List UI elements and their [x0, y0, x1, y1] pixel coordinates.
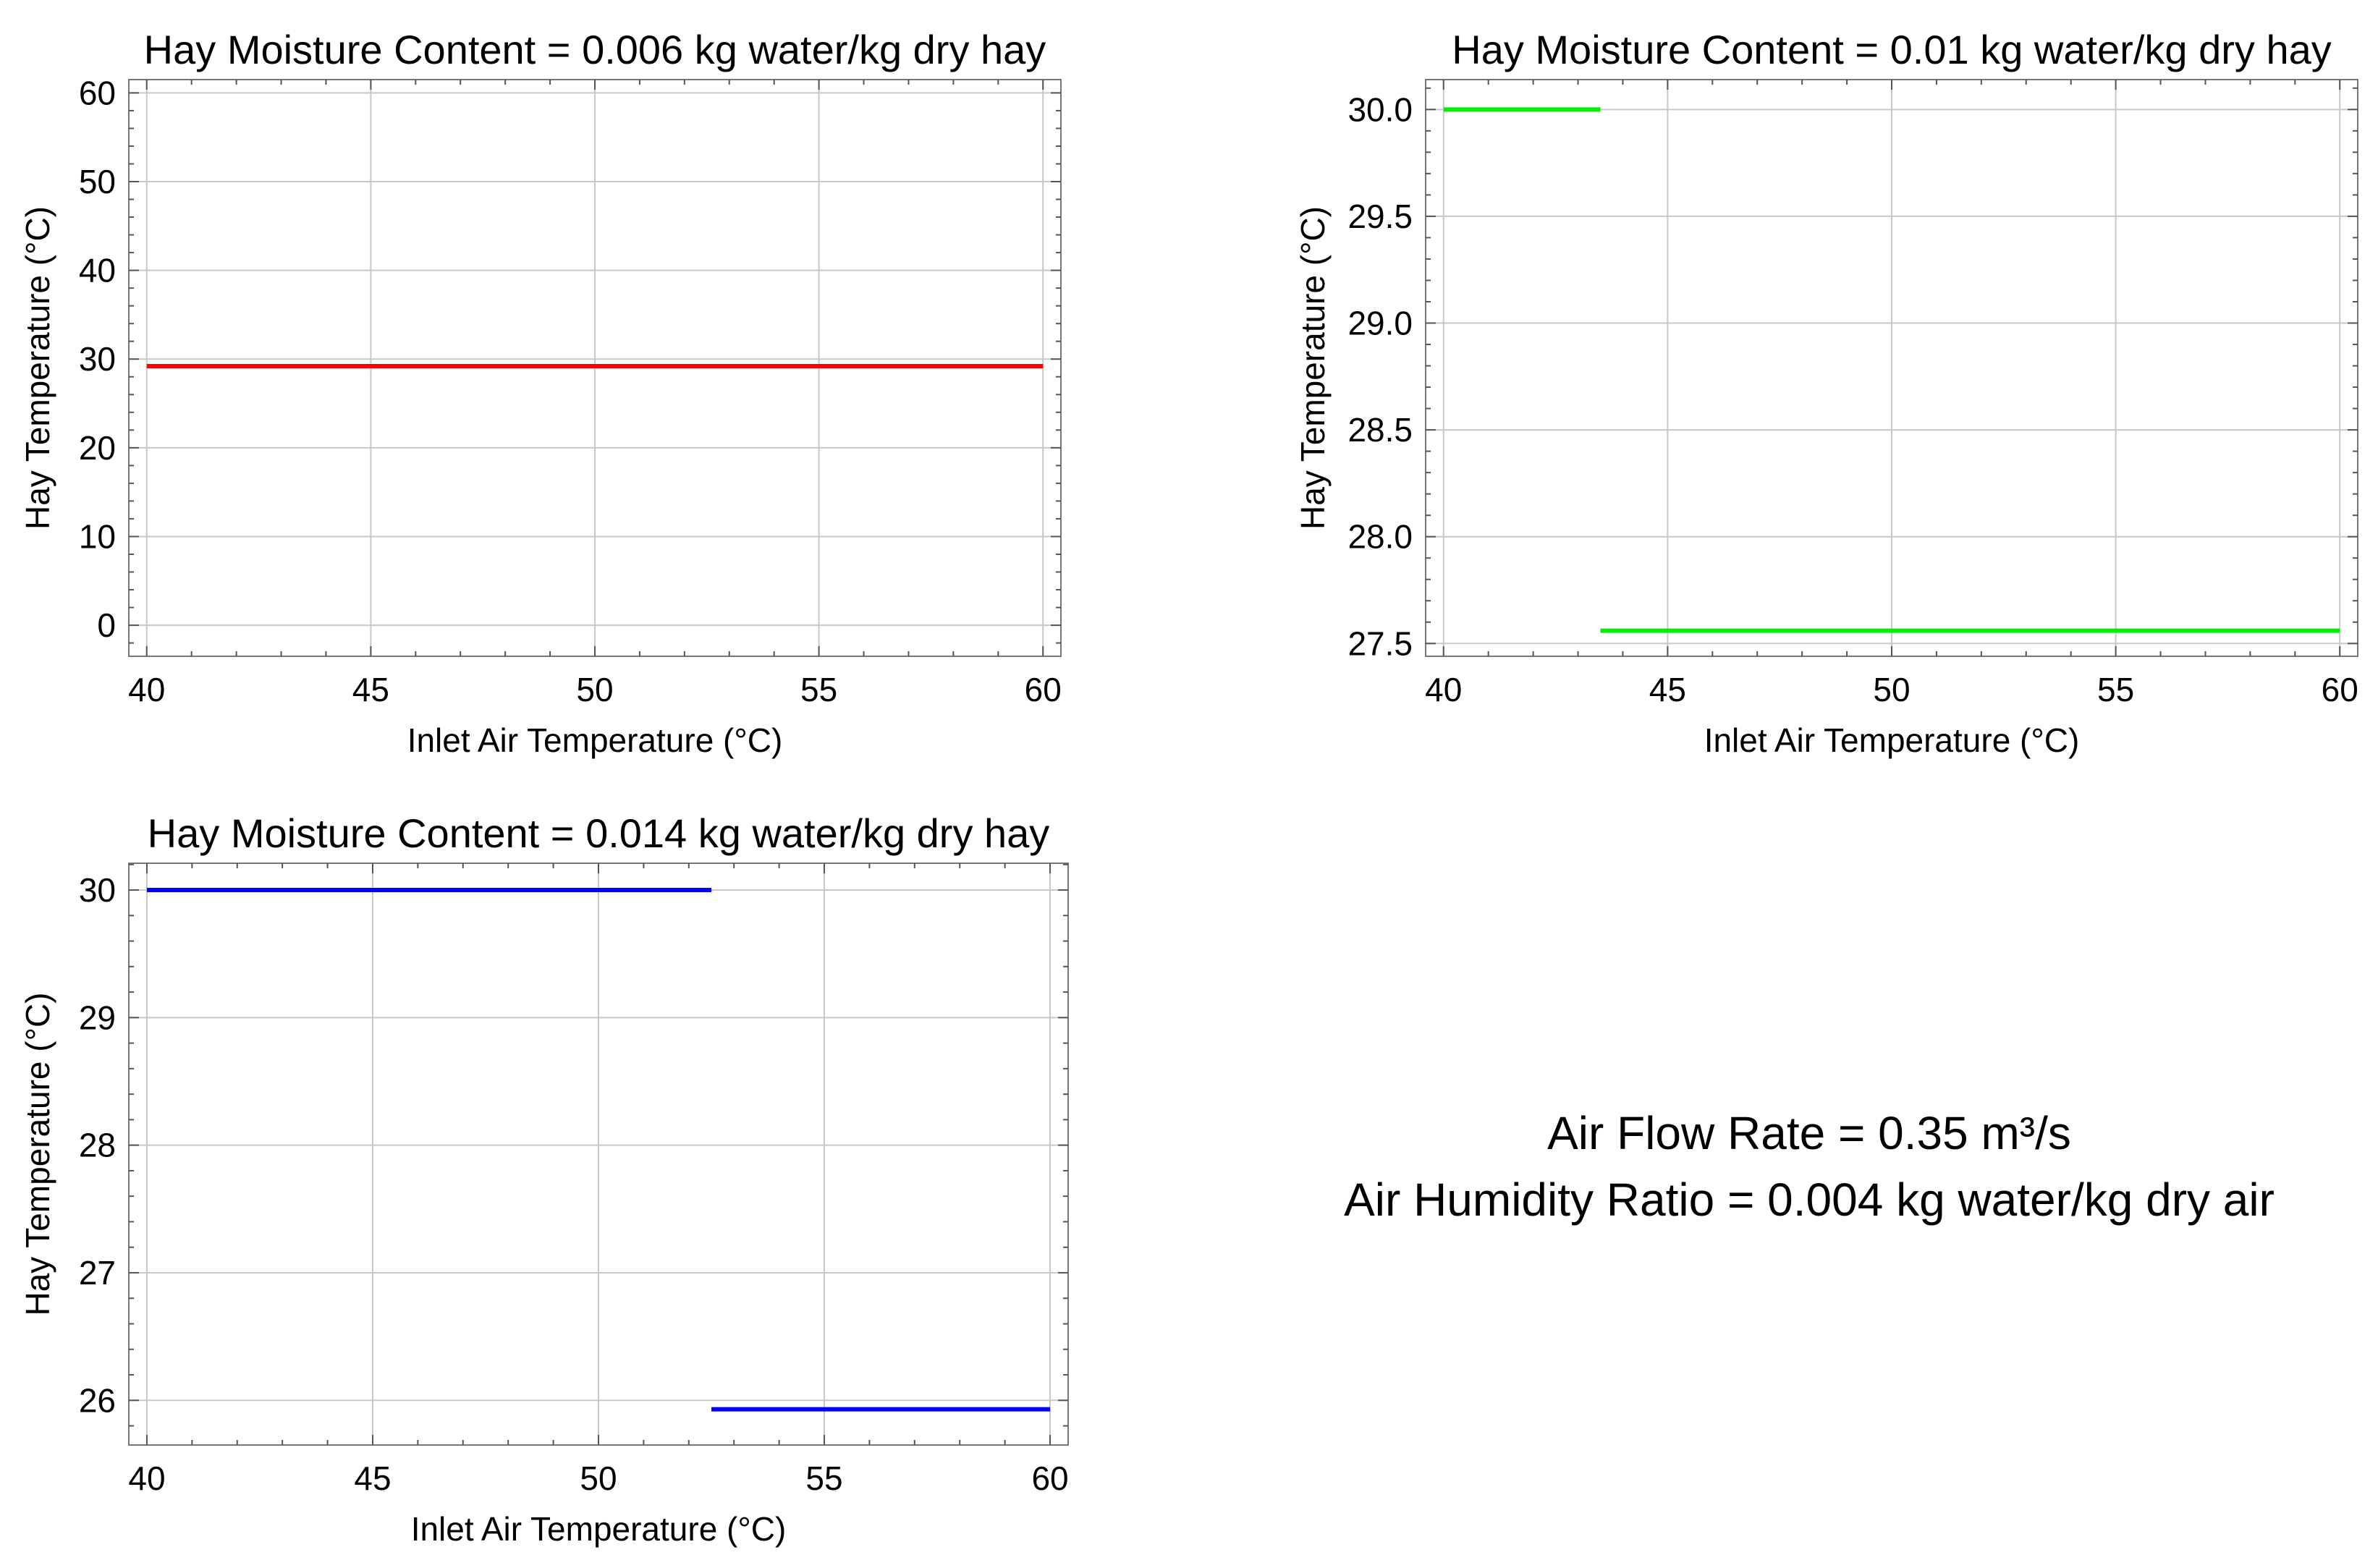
chart-1: Hay Moisture Content = 0.006 kg water/kg… — [19, 27, 1062, 759]
y-tick-label: 29.5 — [1347, 198, 1413, 235]
y-tick-label: 28.5 — [1347, 411, 1413, 449]
x-tick-label: 45 — [354, 1459, 391, 1497]
x-tick-label: 60 — [1025, 671, 1062, 708]
y-tick-label: 30 — [79, 340, 116, 378]
y-axis-label: Hay Temperature (°C) — [1294, 206, 1332, 530]
x-tick-label: 40 — [128, 1459, 165, 1497]
chart-title: Hay Moisture Content = 0.01 kg water/kg … — [1452, 27, 2331, 72]
air-flow-rate-text: Air Flow Rate = 0.35 m³/s — [1547, 1107, 2071, 1159]
y-tick-label: 40 — [79, 252, 116, 289]
chart-title: Hay Moisture Content = 0.006 kg water/kg… — [144, 27, 1046, 72]
x-tick-label: 55 — [805, 1459, 842, 1497]
x-tick-label: 50 — [576, 671, 613, 708]
y-tick-label: 60 — [79, 74, 116, 111]
x-tick-label: 50 — [1873, 671, 1910, 708]
y-tick-label: 28 — [79, 1127, 116, 1164]
y-tick-label: 0 — [97, 606, 116, 644]
y-tick-label: 29.0 — [1347, 305, 1413, 342]
air-humidity-ratio-text: Air Humidity Ratio = 0.004 kg water/kg d… — [1344, 1174, 2275, 1226]
y-tick-label: 50 — [79, 163, 116, 200]
x-axis-label: Inlet Air Temperature (°C) — [1704, 721, 2080, 759]
y-tick-label: 10 — [79, 517, 116, 555]
chart-2: Hay Moisture Content = 0.01 kg water/kg … — [1294, 27, 2358, 759]
x-tick-label: 55 — [2097, 671, 2134, 708]
x-tick-label: 40 — [1425, 671, 1462, 708]
y-tick-label: 27 — [79, 1254, 116, 1292]
chart-3: Hay Moisture Content = 0.014 kg water/kg… — [19, 810, 1069, 1548]
x-tick-label: 45 — [352, 671, 389, 708]
x-tick-label: 40 — [128, 671, 165, 708]
y-tick-label: 28.0 — [1347, 518, 1413, 556]
x-tick-label: 45 — [1649, 671, 1686, 708]
y-tick-label: 20 — [79, 429, 116, 467]
chart-title: Hay Moisture Content = 0.014 kg water/kg… — [148, 810, 1050, 856]
y-axis-label: Hay Temperature (°C) — [19, 206, 56, 530]
y-tick-label: 30.0 — [1347, 90, 1413, 128]
x-axis-label: Inlet Air Temperature (°C) — [411, 1510, 787, 1548]
y-tick-label: 27.5 — [1347, 624, 1413, 662]
y-tick-label: 29 — [79, 999, 116, 1036]
x-tick-label: 50 — [580, 1459, 617, 1497]
parameter-annotation: Air Flow Rate = 0.35 m³/s Air Humidity R… — [1230, 1100, 2378, 1233]
y-tick-label: 30 — [79, 871, 116, 909]
x-tick-label: 60 — [2322, 671, 2358, 708]
y-axis-label: Hay Temperature (°C) — [19, 992, 56, 1315]
x-tick-label: 55 — [800, 671, 837, 708]
x-tick-label: 60 — [1031, 1459, 1068, 1497]
x-axis-label: Inlet Air Temperature (°C) — [407, 721, 783, 759]
y-tick-label: 26 — [79, 1381, 116, 1419]
